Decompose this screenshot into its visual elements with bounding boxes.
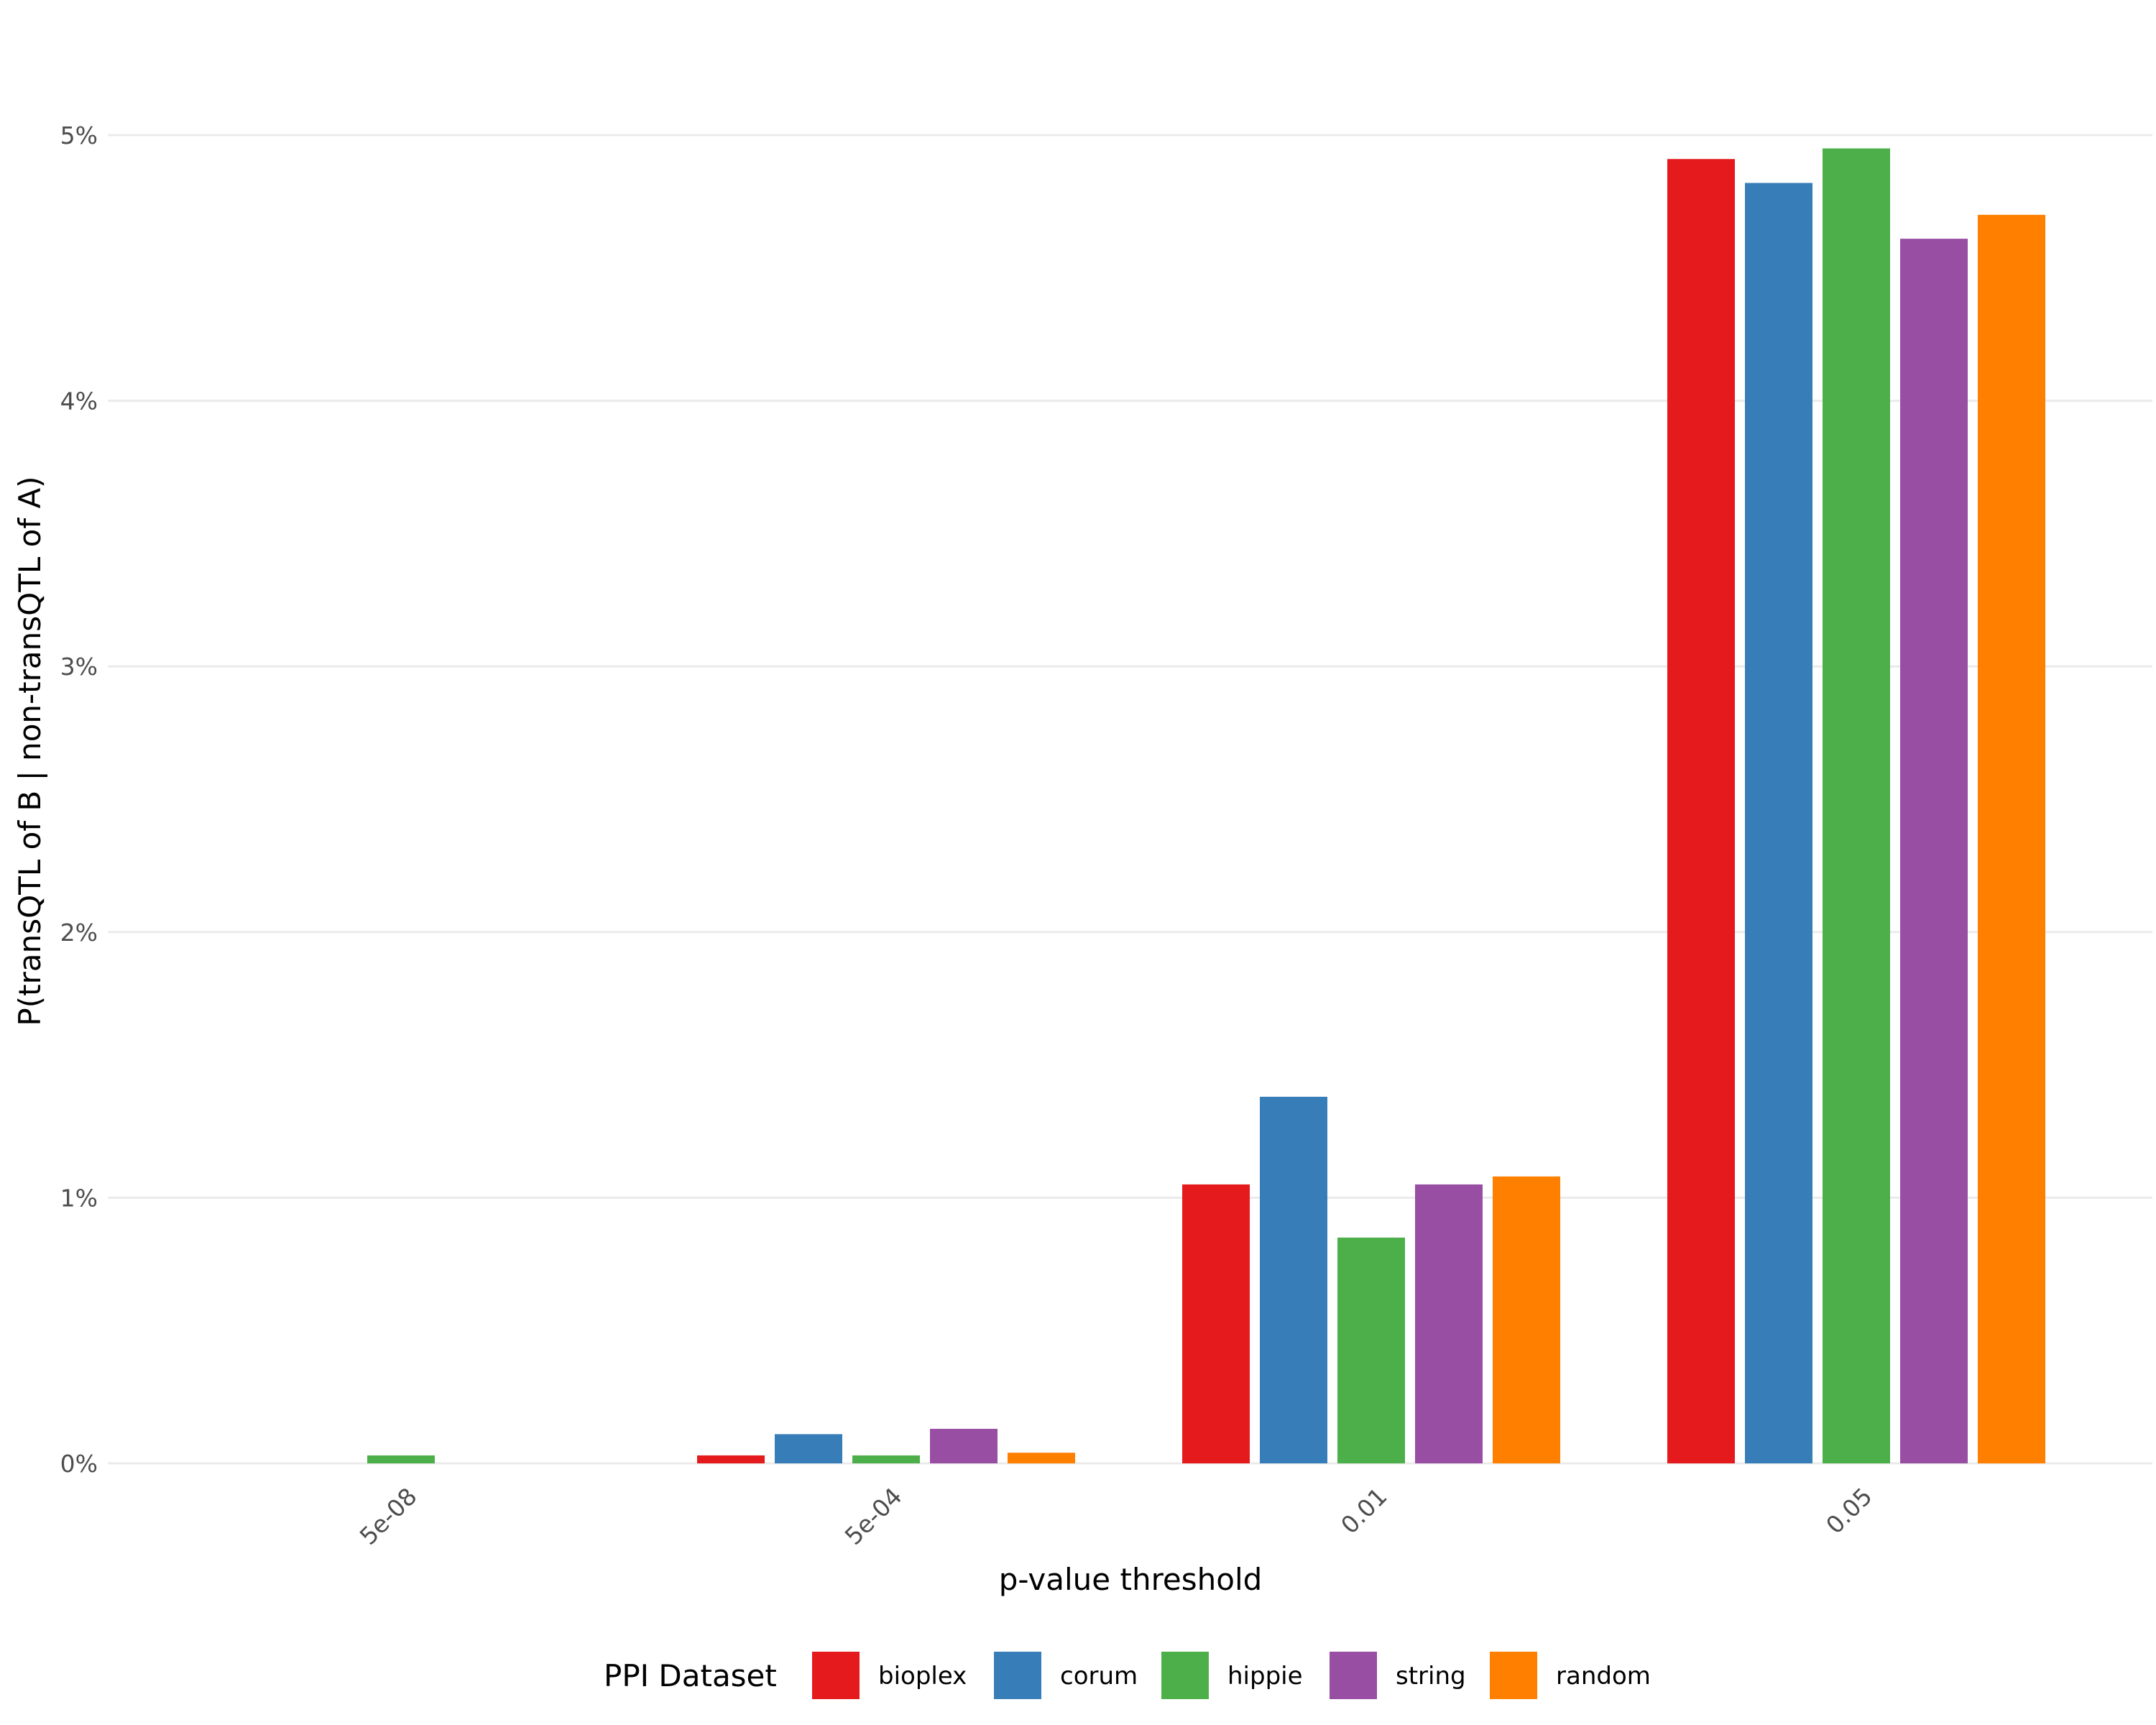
legend-label: hippie — [1227, 1662, 1303, 1690]
bar-random-0.05 — [1978, 214, 2045, 1463]
legend-label: bioplex — [878, 1662, 967, 1690]
x-axis-title: p-value threshold — [999, 1562, 1263, 1597]
bar-string-5e-04 — [930, 1428, 998, 1463]
bar-corum-0.05 — [1745, 183, 1812, 1464]
y-tick-label: 2% — [60, 919, 98, 947]
bar-string-0.01 — [1415, 1184, 1483, 1463]
bar-hippie-0.01 — [1337, 1237, 1405, 1463]
x-tick-label: 0.01 — [1335, 1482, 1393, 1540]
x-tick-label: 5e-04 — [839, 1482, 908, 1550]
bar-bioplex-0.05 — [1667, 159, 1735, 1463]
legend-item-random: random — [1490, 1652, 1651, 1699]
bar-hippie-5e-08 — [367, 1455, 435, 1463]
legend-swatch — [1161, 1652, 1209, 1699]
y-tick-label: 5% — [60, 121, 98, 150]
bar-hippie-5e-04 — [852, 1455, 920, 1463]
bar-bioplex-0.01 — [1182, 1184, 1250, 1463]
bar-corum-5e-04 — [775, 1434, 842, 1463]
bar-bioplex-5e-04 — [697, 1455, 765, 1463]
legend-item-string: string — [1330, 1652, 1466, 1699]
y-tick-label: 0% — [60, 1450, 98, 1478]
x-axis-ticks: 5e-08 5e-04 0.01 0.05 — [354, 1482, 1878, 1550]
bar-random-0.01 — [1493, 1176, 1560, 1463]
legend-title: PPI Dataset — [604, 1658, 777, 1693]
bar-corum-0.01 — [1260, 1096, 1327, 1463]
legend-label: random — [1556, 1662, 1651, 1690]
y-tick-label: 3% — [60, 653, 98, 681]
bar-random-5e-04 — [1008, 1453, 1075, 1463]
legend-swatch — [994, 1652, 1041, 1699]
bar-hippie-0.05 — [1823, 148, 1890, 1464]
legend-item-bioplex: bioplex — [812, 1652, 967, 1699]
y-tick-label: 4% — [60, 387, 98, 415]
y-axis-ticks: 0% 1% 2% 3% 4% 5% — [60, 121, 98, 1478]
legend-swatch — [1330, 1652, 1377, 1699]
y-tick-label: 1% — [60, 1184, 98, 1212]
legend-swatch — [812, 1652, 860, 1699]
bar-string-0.05 — [1900, 239, 1968, 1463]
x-tick-label: 0.05 — [1820, 1482, 1878, 1540]
legend-label: corum — [1060, 1662, 1138, 1690]
legend-swatch — [1490, 1652, 1537, 1699]
legend-label: string — [1396, 1662, 1466, 1690]
x-tick-label: 5e-08 — [354, 1482, 423, 1550]
legend-item-corum: corum — [994, 1652, 1138, 1699]
legend-item-hippie: hippie — [1161, 1652, 1303, 1699]
y-axis-title: P(transQTL of B | non-transQTL of A) — [12, 476, 47, 1026]
bars — [367, 148, 2045, 1464]
legend: PPI Dataset bioplex corum hippie string rand… — [604, 1652, 1651, 1699]
